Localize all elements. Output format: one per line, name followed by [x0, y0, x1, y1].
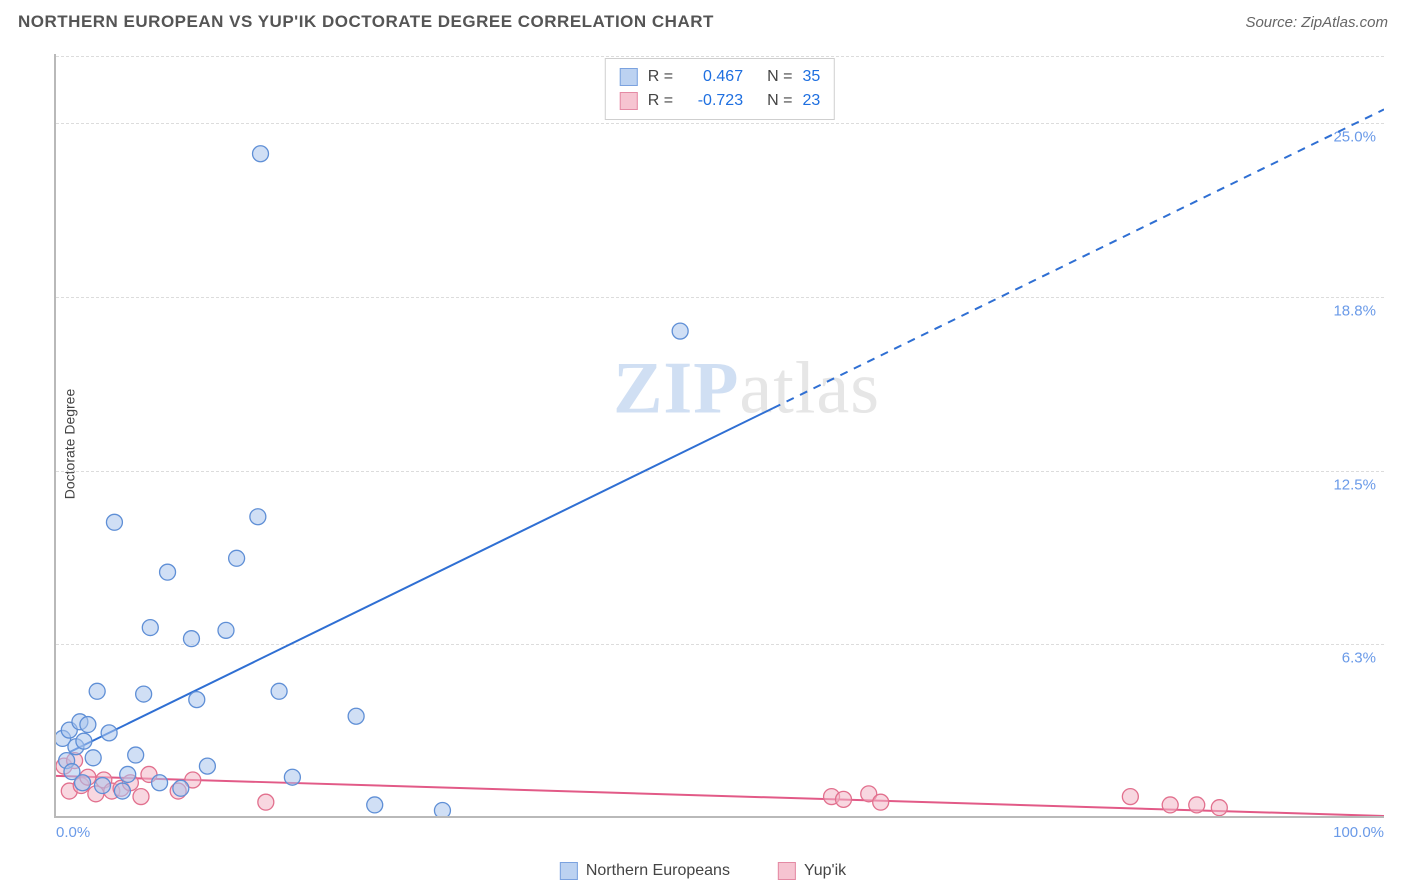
- data-point: [258, 794, 274, 810]
- r-value: -0.723: [683, 89, 743, 113]
- trend-line: [69, 408, 773, 752]
- data-point: [1211, 800, 1227, 816]
- n-label: N =: [767, 89, 792, 113]
- legend-swatch: [778, 862, 796, 880]
- series-legend-item: Yup'ik: [778, 862, 846, 880]
- data-point: [106, 514, 122, 530]
- legend-swatch: [620, 92, 638, 110]
- data-point: [75, 775, 91, 791]
- data-point: [133, 789, 149, 805]
- n-value: 35: [802, 65, 820, 89]
- data-point: [229, 550, 245, 566]
- data-point: [1122, 789, 1138, 805]
- data-point: [253, 146, 269, 162]
- chart-area: Doctorate Degree ZIPatlas R =0.467N =35R…: [22, 48, 1388, 840]
- data-point: [367, 797, 383, 813]
- data-point: [250, 509, 266, 525]
- series-legend-item: Northern Europeans: [560, 862, 730, 880]
- data-point: [836, 791, 852, 807]
- data-point: [1189, 797, 1205, 813]
- legend-row: R = 0.467 N = 35: [620, 65, 820, 89]
- legend-swatch: [620, 68, 638, 86]
- data-point: [434, 802, 450, 816]
- r-value: 0.467: [683, 65, 743, 89]
- series-name: Northern Europeans: [586, 862, 730, 880]
- data-point: [120, 766, 136, 782]
- legend-row: R = -0.723 N = 23: [620, 89, 820, 113]
- data-point: [136, 686, 152, 702]
- stats-legend: R = 0.467 N = 35 R = -0.723 N = 23: [605, 58, 835, 120]
- data-point: [152, 775, 168, 791]
- chart-title: NORTHERN EUROPEAN VS YUP'IK DOCTORATE DE…: [18, 12, 714, 32]
- series-legend: Northern Europeans Yup'ik: [560, 862, 846, 880]
- r-label: R =: [648, 89, 673, 113]
- data-point: [85, 750, 101, 766]
- data-point: [218, 622, 234, 638]
- x-tick-label: 0.0%: [56, 824, 90, 841]
- data-point: [76, 733, 92, 749]
- data-point: [348, 708, 364, 724]
- plot-region: ZIPatlas R =0.467N =35R =-0.723N =23 6.3…: [54, 54, 1384, 818]
- data-point: [199, 758, 215, 774]
- n-label: N =: [767, 65, 792, 89]
- source-label: Source: ZipAtlas.com: [1245, 14, 1388, 31]
- trend-line: [56, 776, 1384, 816]
- data-point: [183, 631, 199, 647]
- data-point: [160, 564, 176, 580]
- data-point: [873, 794, 889, 810]
- n-value: 23: [802, 89, 820, 113]
- data-point: [114, 783, 130, 799]
- data-point: [271, 683, 287, 699]
- data-point: [173, 780, 189, 796]
- data-point: [1162, 797, 1178, 813]
- data-point: [672, 323, 688, 339]
- data-point: [94, 778, 110, 794]
- data-point: [189, 692, 205, 708]
- data-point: [128, 747, 144, 763]
- trend-line-dashed: [773, 109, 1384, 408]
- data-point: [89, 683, 105, 699]
- legend-swatch: [560, 862, 578, 880]
- series-name: Yup'ik: [804, 862, 846, 880]
- x-tick-label: 100.0%: [1333, 824, 1384, 841]
- r-label: R =: [648, 65, 673, 89]
- data-point: [80, 717, 96, 733]
- data-point: [284, 769, 300, 785]
- chart-svg: [56, 54, 1384, 816]
- data-point: [142, 620, 158, 636]
- data-point: [101, 725, 117, 741]
